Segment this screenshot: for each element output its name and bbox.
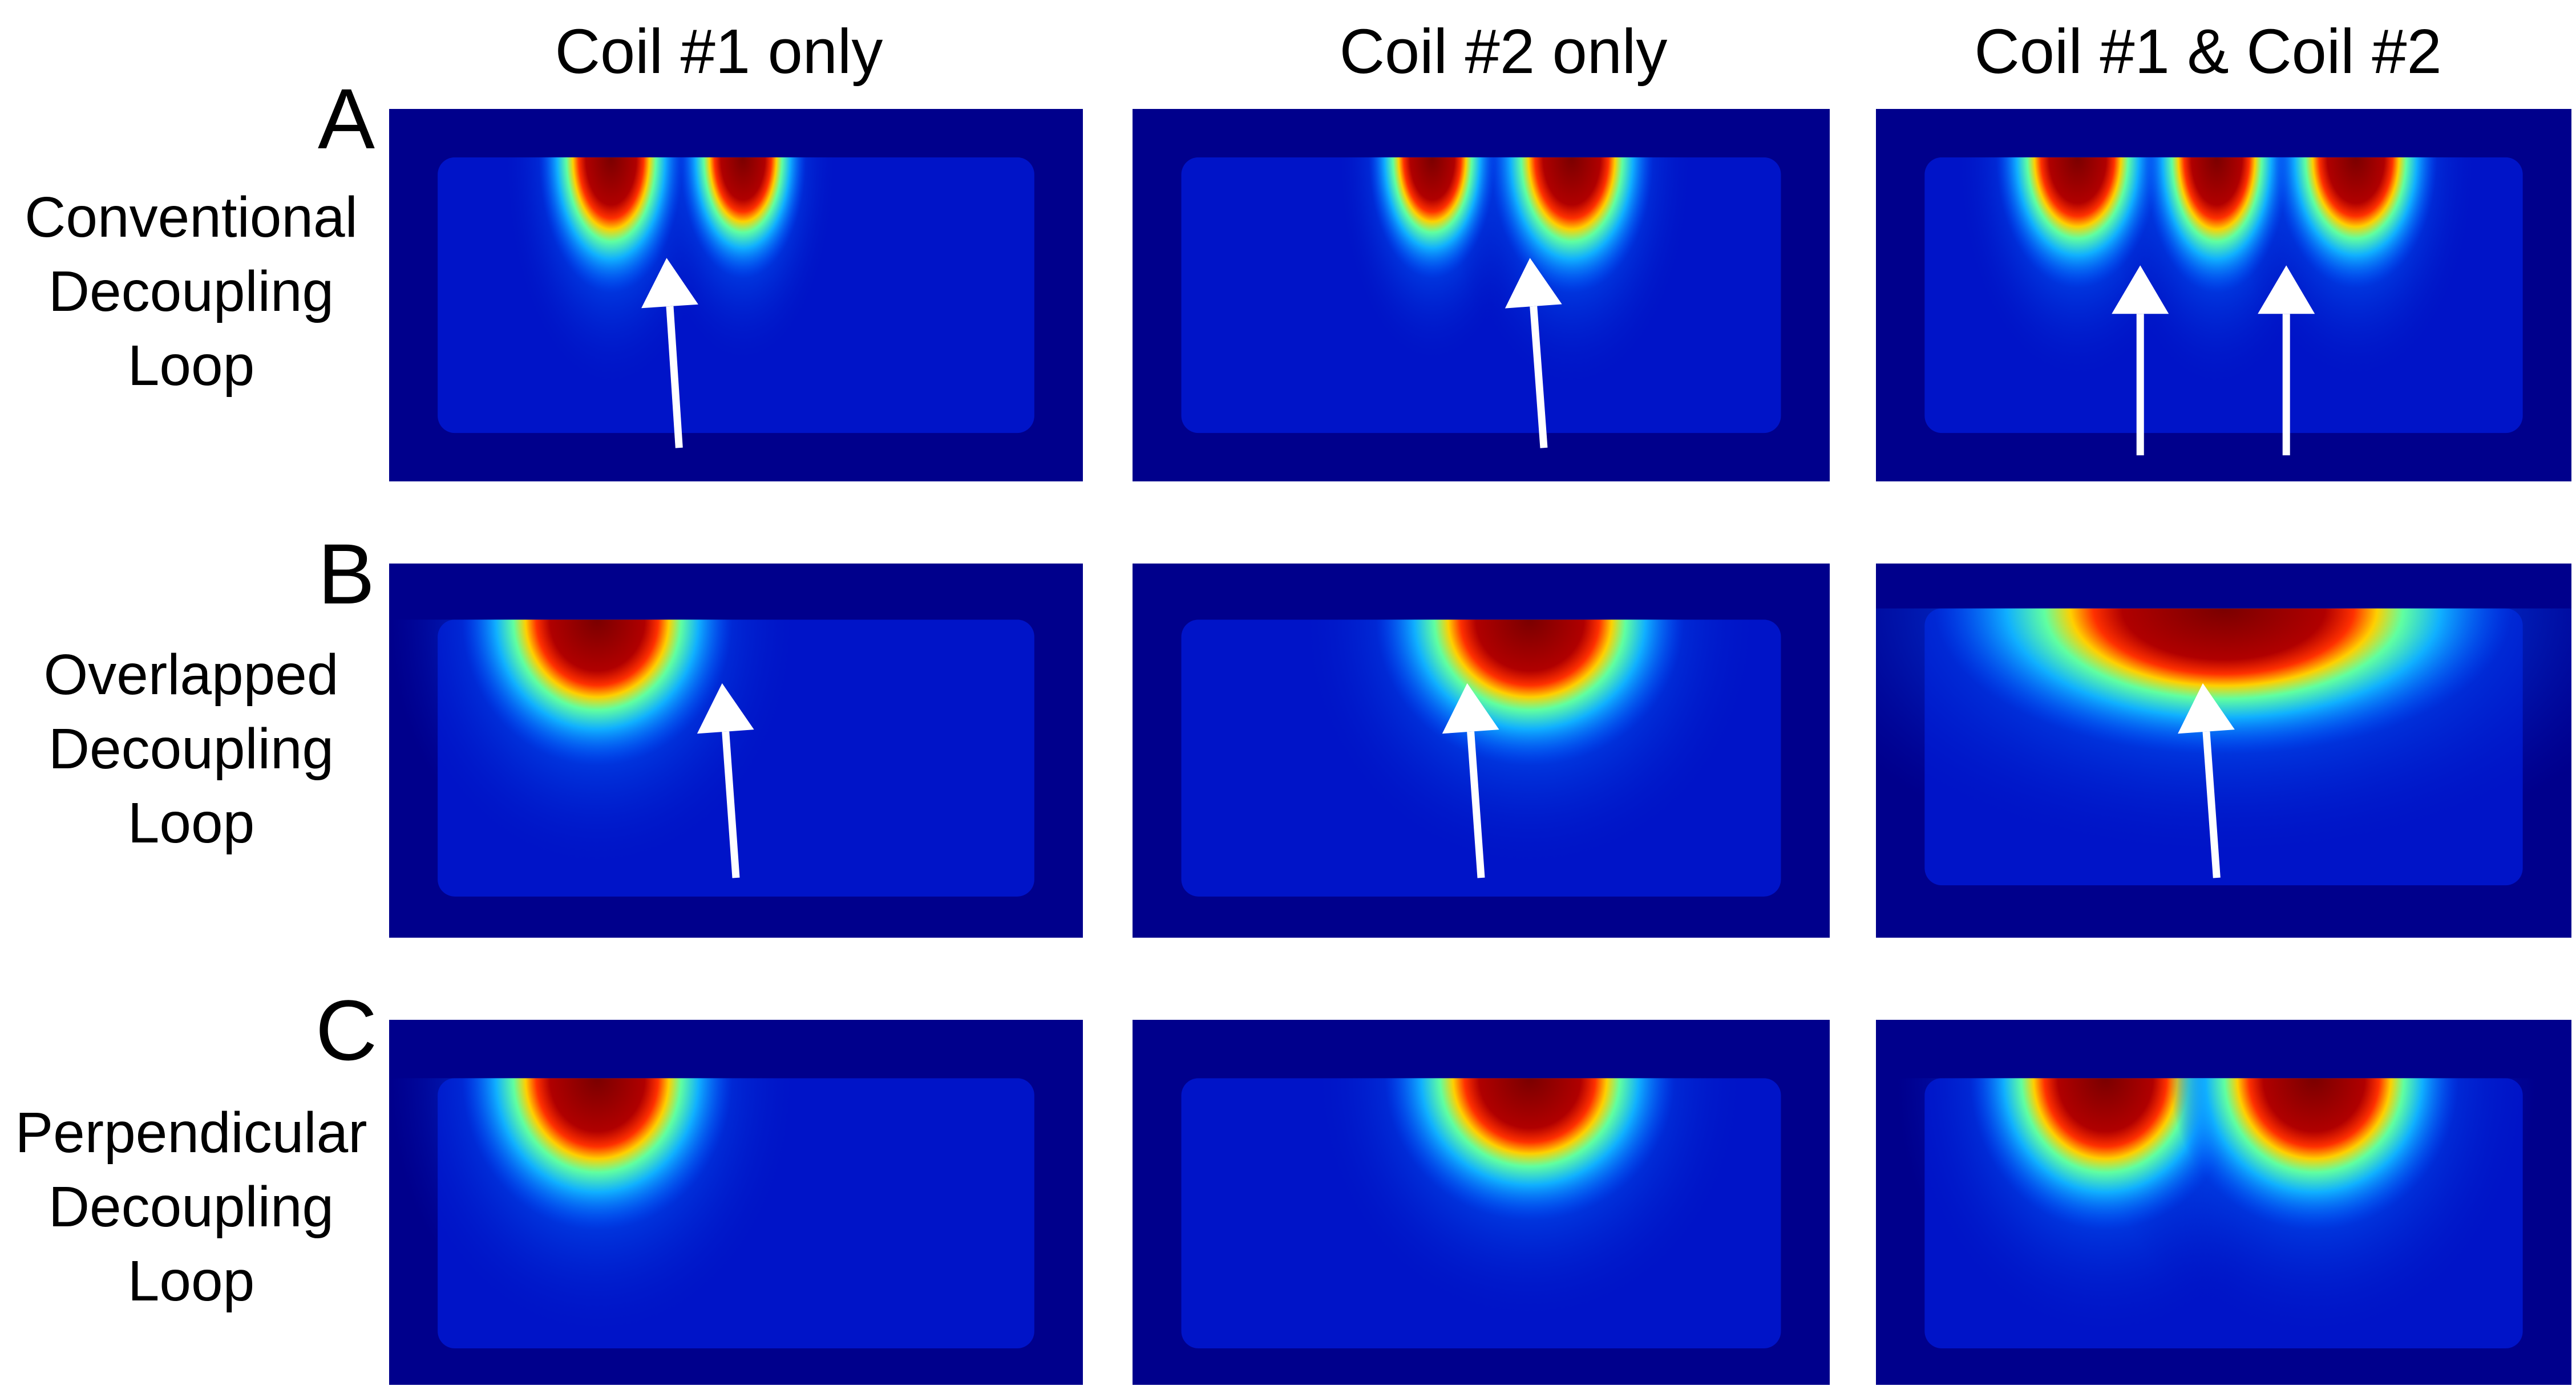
row-label: Loop: [128, 334, 254, 398]
row-label: Decoupling: [48, 717, 334, 781]
field-hotspot: [1490, 157, 1653, 293]
arrow-shaft: [1467, 731, 1485, 878]
column-header: Coil #2 only: [1340, 17, 1668, 87]
arrow-head: [2112, 265, 2169, 314]
row-letter: A: [318, 71, 375, 167]
heatmap: [389, 1078, 1034, 1348]
row-letter: C: [316, 982, 377, 1078]
column-header: Coil #1 & Coil #2: [1974, 17, 2441, 87]
field-hotspot: [2169, 1078, 2459, 1230]
row-label: Overlapped: [44, 643, 339, 707]
field-hotspot: [680, 157, 806, 279]
field-hotspot: [539, 157, 684, 293]
field-hotspot: [1385, 1078, 1675, 1221]
row-label: Decoupling: [48, 1175, 334, 1239]
heatmap: [389, 619, 1034, 897]
field-hotspot: [1970, 1078, 2241, 1230]
row-label: Loop: [128, 1249, 254, 1313]
row-letter: B: [318, 526, 375, 622]
field-hotspot: [1369, 157, 1496, 279]
heatmap: [1896, 1078, 2537, 1348]
field-hotspot: [1934, 608, 2513, 755]
arrow-head: [2178, 683, 2235, 734]
arrow-shaft: [1530, 306, 1548, 448]
arrow-head: [1505, 258, 1562, 309]
heatmap: [1181, 619, 1781, 897]
field-hotspot: [2274, 157, 2437, 289]
arrow-shaft: [722, 731, 740, 878]
field-hotspot: [462, 619, 733, 766]
arrow-shaft: [2202, 731, 2221, 878]
field-hotspot: [2144, 157, 2290, 293]
heatmap: [1876, 608, 2571, 886]
field-hotspot: [462, 1078, 733, 1230]
arrow-head: [1442, 683, 1499, 734]
field-hotspot: [1376, 619, 1684, 766]
heatmap: [1181, 157, 1781, 433]
arrow-head: [697, 683, 754, 734]
heatmap: [1181, 1078, 1781, 1348]
row-label: Loop: [128, 791, 254, 855]
row-label: Perpendicular: [15, 1101, 367, 1165]
row-label: Conventional: [25, 185, 358, 249]
heatmap: [438, 157, 1034, 433]
arrow-shaft: [666, 306, 683, 448]
row-label: Decoupling: [48, 260, 334, 323]
arrow-head: [2258, 265, 2315, 314]
heatmap: [1924, 157, 2523, 433]
column-header: Coil #1 only: [555, 17, 883, 87]
arrow-head: [641, 258, 698, 309]
field-hotspot: [1996, 157, 2160, 289]
